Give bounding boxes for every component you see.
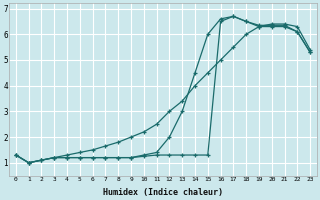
X-axis label: Humidex (Indice chaleur): Humidex (Indice chaleur) <box>103 188 223 197</box>
